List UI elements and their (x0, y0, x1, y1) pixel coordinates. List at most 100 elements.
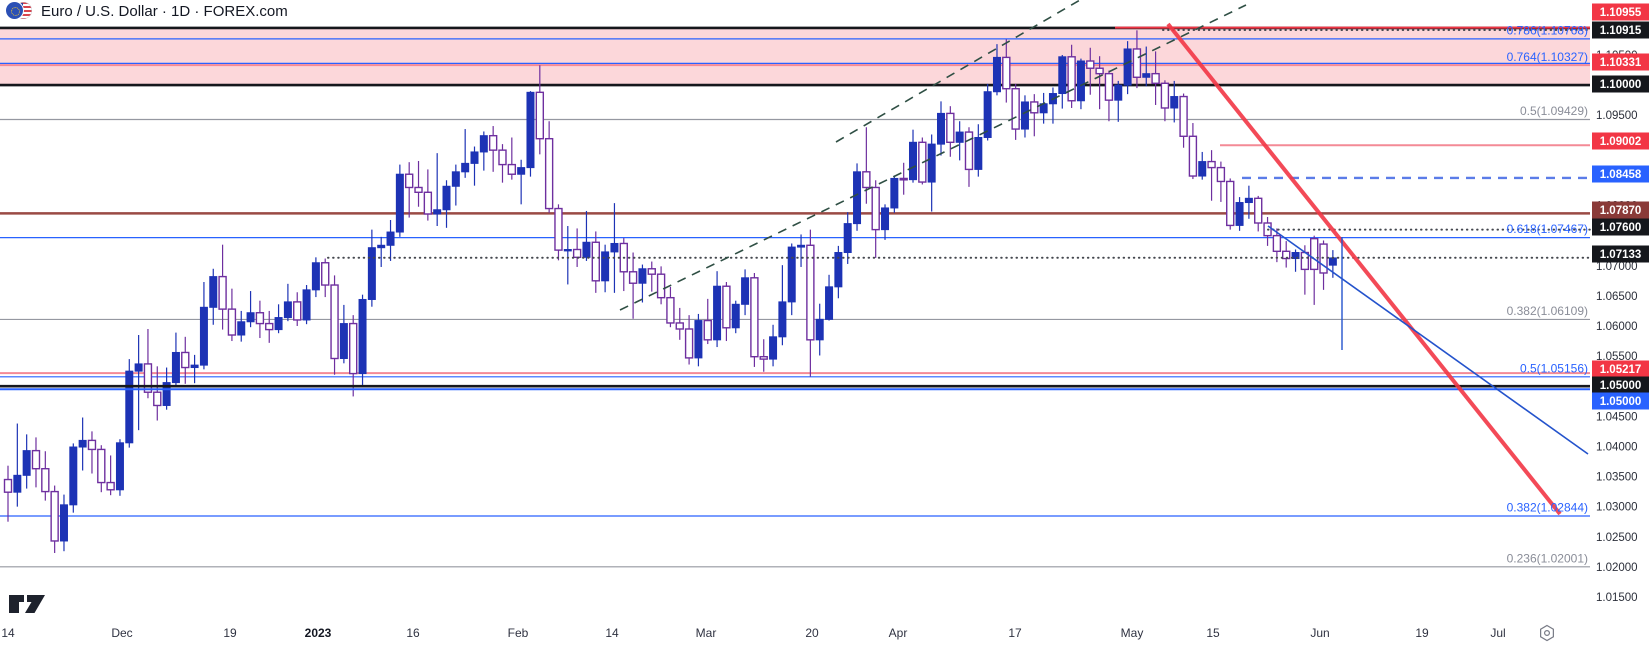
candle-body (209, 276, 218, 308)
price-badge-text: 1.05000 (1600, 380, 1642, 392)
price-badge: 1.10331 (1592, 53, 1649, 71)
candle-body (927, 143, 936, 183)
candle-body (451, 171, 460, 187)
candle-body (377, 244, 386, 249)
price-badge: 1.05000 (1592, 376, 1649, 394)
candle-body (265, 322, 274, 331)
candle-body (526, 91, 535, 169)
price-badge: 1.05217 (1592, 360, 1649, 378)
candle-body (255, 312, 265, 325)
candle-body (684, 328, 694, 359)
red-downtrend-line[interactable] (1166, 22, 1562, 516)
candle-body (13, 474, 22, 493)
price-badge-bg (1592, 75, 1649, 93)
candle-body (1235, 202, 1244, 226)
candle-body (1002, 56, 1011, 90)
candle-body (218, 275, 227, 310)
rising-channel-lower[interactable] (619, 4, 1247, 311)
candle-body (367, 247, 376, 300)
time-tick-label: Feb (508, 626, 529, 640)
candle-body (246, 312, 255, 323)
blue-falling-trendline[interactable] (1267, 225, 1589, 455)
candle-body (572, 248, 582, 259)
trendlines (619, 0, 1589, 516)
candle-body (1216, 166, 1226, 183)
candle-body (461, 162, 470, 173)
candle-body (628, 271, 638, 284)
time-tick-label: May (1121, 626, 1144, 640)
candle-body (1170, 96, 1179, 109)
price-badge-bg (1592, 218, 1649, 236)
candle-body (1123, 48, 1132, 86)
price-tick-label: 1.03000 (1596, 502, 1638, 514)
candle-body (3, 478, 13, 493)
candle-body (1067, 56, 1076, 102)
candle-body (78, 439, 87, 448)
candle-body (386, 231, 395, 246)
candle-body (414, 186, 423, 193)
fib-labels: 0.786(1.10768) 0.764(1.10327) 0.5(1.09429)… (1507, 23, 1588, 565)
candle-body (237, 321, 246, 336)
candle-body (97, 448, 106, 484)
candle-body (1151, 72, 1160, 84)
candle-body (274, 317, 283, 331)
candle-body (554, 207, 563, 251)
price-badge-bg (1592, 376, 1649, 394)
price-tick-label: 1.01500 (1596, 592, 1638, 604)
time-tick-label: 20 (805, 626, 819, 640)
candle-body (638, 268, 647, 284)
candle-body (59, 504, 68, 542)
candle-body (1291, 252, 1300, 260)
candle-body (470, 151, 479, 164)
candle-body (853, 171, 862, 225)
candle-body (227, 308, 237, 336)
time-axis[interactable]: 14 Dec 19 2023 16 Feb 14 Mar 20 Apr 17 May 15 Jun 19 Ju… (1, 626, 1505, 640)
time-tick-label: Jul (1490, 626, 1505, 640)
candle-body (843, 223, 852, 254)
candle-body (946, 112, 955, 144)
candle-body (50, 490, 59, 542)
price-badge: 1.09002 (1592, 132, 1649, 150)
time-tick-label: 19 (1415, 626, 1429, 640)
price-badge-bg (1592, 201, 1649, 219)
price-badge: 1.07133 (1592, 245, 1649, 263)
candle-body (181, 351, 190, 369)
price-tick-label: 1.03500 (1596, 472, 1638, 484)
price-badge-bg (1592, 21, 1649, 39)
candle-body (759, 355, 768, 360)
price-badge-text: 1.05000 (1600, 396, 1642, 408)
candle-body (825, 286, 834, 320)
candle-body (1058, 56, 1067, 95)
candles-series (3, 30, 1337, 554)
candle-body (881, 207, 890, 231)
candle-body (871, 186, 880, 231)
price-tick-label: 1.04000 (1596, 441, 1638, 453)
candle-body (722, 285, 731, 329)
fib-label: 0.382(1.02844) (1507, 501, 1588, 515)
candle-body (488, 134, 498, 151)
price-badge-bg (1592, 360, 1649, 378)
price-badge: 1.10955 (1592, 3, 1649, 21)
candle-body (1020, 101, 1029, 130)
resistance-zone-fill (0, 27, 1590, 86)
resistance-zone[interactable] (0, 26, 1590, 87)
settings-icon[interactable] (1538, 624, 1556, 647)
symbol-title-bar[interactable]: Euro / U.S. Dollar · 1D · FOREX.com (6, 2, 288, 20)
candle-body (162, 382, 171, 406)
price-badge-text: 1.10000 (1600, 79, 1642, 91)
candle-body (1104, 72, 1114, 101)
candle-body (1114, 84, 1123, 101)
candle-body (1011, 88, 1020, 130)
candle-body (1030, 101, 1039, 114)
candle-body (974, 136, 983, 170)
price-tick-label: 1.09500 (1596, 110, 1638, 122)
candle-body (498, 149, 507, 166)
price-axis[interactable]: 1.105001.095001.080001.070001.065001.060… (1592, 3, 1649, 604)
candle-body (666, 296, 675, 324)
symbol-title: Euro / U.S. Dollar · 1D · FOREX.com (41, 2, 288, 20)
tradingview-logo[interactable] (8, 592, 48, 621)
candle-body (433, 209, 442, 215)
candle-body (992, 56, 1001, 93)
